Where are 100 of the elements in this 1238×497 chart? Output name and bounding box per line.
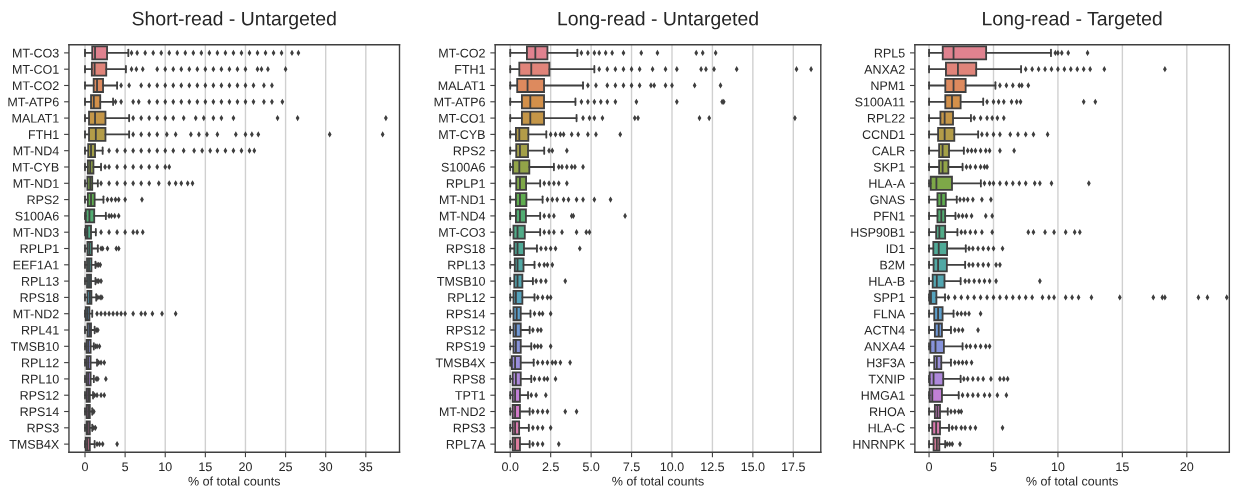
x-tick-label: 20 xyxy=(239,462,252,472)
chart-title: Long-read - Targeted xyxy=(983,11,1162,30)
y-tick-label: RPL5 xyxy=(874,48,905,58)
y-tick-label: GNAS xyxy=(870,195,905,205)
y-tick-label: RPL7A xyxy=(446,440,486,449)
y-tick-label: HMGA1 xyxy=(861,391,905,400)
y-tick-label: S100A6 xyxy=(441,162,485,172)
y-tick-label: HSP90B1 xyxy=(851,228,905,237)
x-tick-label: 25 xyxy=(279,462,293,472)
x-tick-label: 20 xyxy=(1180,462,1194,472)
y-tick-label: MT-ATP6 xyxy=(434,97,485,107)
y-tick-label: FLNA xyxy=(874,309,906,319)
x-tick-label: 12.5 xyxy=(701,462,725,472)
y-tick-label: RPS14 xyxy=(446,309,486,319)
y-tick-label: MT-ND3 xyxy=(13,228,59,237)
y-tick-label: HNRNPK xyxy=(853,440,906,449)
y-tick-label: MT-CYB xyxy=(13,162,59,172)
y-tick-label: PFN1 xyxy=(874,211,905,221)
x-tick-label: 35 xyxy=(359,462,373,472)
x-tick-label: 5 xyxy=(990,462,997,472)
y-tick-label: TMSB10 xyxy=(10,342,59,351)
y-tick-label: RPL12 xyxy=(448,293,485,302)
y-tick-label: RPS18 xyxy=(446,244,485,254)
y-tick-label: MT-ATP6 xyxy=(8,97,59,107)
y-tick-label: RPL12 xyxy=(22,358,59,368)
x-tick-label: 0 xyxy=(926,462,933,472)
x-axis-title: % of total counts xyxy=(612,476,704,486)
y-tick-label: MT-ND4 xyxy=(439,211,486,221)
y-tick-label: NPM1 xyxy=(871,81,905,91)
y-tick-label: RPS2 xyxy=(27,195,59,205)
y-tick-label: MT-CO1 xyxy=(13,64,59,74)
y-tick-label: TMSB4X xyxy=(9,439,59,449)
x-axis-title: % of total counts xyxy=(188,476,280,486)
x-tick-label: 30 xyxy=(319,462,333,472)
x-tick-label: 15.0 xyxy=(741,462,765,472)
y-tick-label: RPL13 xyxy=(448,260,485,270)
y-tick-label: MALAT1 xyxy=(438,81,485,91)
x-tick-label: 0 xyxy=(82,462,88,472)
x-axis-title: % of total counts xyxy=(1026,476,1118,486)
x-tick-label: 2.5 xyxy=(542,462,559,472)
y-tick-label: RPS14 xyxy=(20,407,59,417)
y-tick-label: SPP1 xyxy=(873,293,905,303)
y-tick-label: H3F3A xyxy=(867,358,906,368)
y-tick-label: S100A11 xyxy=(855,97,905,107)
y-tick-label: MT-CYB xyxy=(439,130,485,140)
x-tick-label: 5.0 xyxy=(582,462,600,472)
y-tick-label: RPLP1 xyxy=(446,179,485,188)
y-tick-label: RPS3 xyxy=(453,423,485,433)
y-tick-label: RPS3 xyxy=(27,423,59,433)
y-tick-label: MT-ND4 xyxy=(13,146,59,156)
y-tick-label: ANXA2 xyxy=(864,64,905,74)
y-tick-label: HLA-A xyxy=(869,179,906,188)
y-tick-label: MT-CO3 xyxy=(439,228,485,237)
y-tick-label: RPS18 xyxy=(20,293,59,303)
y-tick-label: MT-CO2 xyxy=(439,48,485,58)
y-tick-label: CCND1 xyxy=(862,130,905,140)
chart-title: Long-read - Untargeted xyxy=(558,11,758,30)
x-tick-label: 10.0 xyxy=(660,462,684,472)
y-tick-label: TMSB4X xyxy=(435,358,486,368)
y-tick-label: MT-CO2 xyxy=(13,81,59,91)
y-tick-label: RPL13 xyxy=(22,276,59,286)
chart-title: Short-read - Untargeted xyxy=(132,11,336,30)
y-tick-label: HLA-B xyxy=(869,277,905,286)
y-tick-label: TPT1 xyxy=(455,391,485,400)
x-tick-label: 10 xyxy=(1051,462,1065,472)
y-tick-label: EEF1A1 xyxy=(13,260,59,270)
y-tick-label: MT-ND2 xyxy=(13,309,59,319)
y-tick-label: MT-ND2 xyxy=(439,407,485,417)
y-tick-label: S100A6 xyxy=(15,211,59,221)
x-tick-label: 15 xyxy=(199,462,212,472)
y-tick-label: RPS8 xyxy=(453,374,485,384)
y-tick-label: RPL10 xyxy=(22,374,59,384)
y-tick-label: RHOA xyxy=(870,407,906,417)
y-tick-label: MALAT1 xyxy=(12,114,59,123)
y-tick-label: B2M xyxy=(880,260,905,270)
x-tick-label: 5 xyxy=(122,462,129,472)
x-tick-label: 10 xyxy=(159,462,172,472)
y-tick-label: MT-ND1 xyxy=(439,195,485,205)
y-tick-label: TMSB10 xyxy=(437,276,485,286)
y-tick-label: HLA-C xyxy=(868,423,905,433)
x-tick-label: 17.5 xyxy=(782,462,805,472)
y-tick-label: ACTN4 xyxy=(864,325,905,335)
y-tick-label: ANXA4 xyxy=(864,342,905,351)
y-tick-label: SKP1 xyxy=(873,162,905,172)
y-tick-label: FTH1 xyxy=(29,130,59,139)
y-tick-label: RPS2 xyxy=(453,146,485,156)
x-tick-label: 0.0 xyxy=(502,462,519,472)
y-tick-label: TXNIP xyxy=(868,374,905,384)
y-tick-label: FTH1 xyxy=(455,65,485,74)
y-tick-label: RPL41 xyxy=(22,325,59,335)
y-tick-label: CALR xyxy=(872,146,905,156)
y-tick-label: RPL22 xyxy=(867,113,905,123)
y-tick-label: RPLP1 xyxy=(20,244,59,254)
y-tick-label: MT-ND1 xyxy=(13,179,59,188)
y-tick-label: MT-CO1 xyxy=(439,113,485,123)
y-tick-label: RPS12 xyxy=(20,391,59,400)
x-tick-label: 15 xyxy=(1116,462,1129,472)
y-tick-label: ID1 xyxy=(886,244,905,254)
y-tick-label: RPS12 xyxy=(446,325,485,335)
x-tick-label: 7.5 xyxy=(623,462,640,472)
